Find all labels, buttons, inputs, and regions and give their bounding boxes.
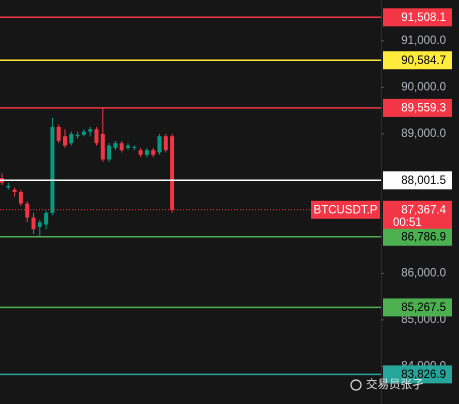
- level-label: 90,584.7: [401, 55, 446, 67]
- level-label: 86,786.9: [401, 231, 446, 243]
- level-label: 83,826.9: [401, 369, 446, 381]
- candle-body: [12, 189, 17, 193]
- y-tick-label: 91,000.0: [401, 35, 446, 47]
- candle-body: [18, 192, 23, 204]
- candle-body: [50, 126, 55, 213]
- candle-body: [119, 143, 124, 151]
- candle-body: [100, 133, 105, 160]
- y-tick-label: 85,000.0: [401, 314, 446, 326]
- candle-body: [132, 146, 137, 148]
- candle-body: [75, 134, 80, 137]
- candle-body: [31, 217, 36, 230]
- y-tick-label: 90,000.0: [401, 81, 446, 93]
- current-price-box: [383, 200, 452, 229]
- candle-body: [163, 136, 168, 151]
- candle-body: [151, 150, 156, 155]
- symbol-box: [311, 200, 380, 219]
- candle-body: [170, 136, 175, 210]
- candle-body: [63, 136, 67, 146]
- y-tick-label: 86,000.0: [401, 267, 446, 279]
- level-label-box: [383, 98, 452, 117]
- symbol-label: BTCUSDT.P: [314, 204, 378, 216]
- watermark: 交易员张孑: [366, 377, 424, 391]
- candle-body: [144, 150, 149, 155]
- level-label: 89,559.3: [401, 102, 446, 114]
- y-tick-label: 89,000.0: [401, 128, 446, 140]
- candle-body: [44, 212, 49, 225]
- candle-body: [94, 129, 99, 144]
- level-label-box: [383, 227, 452, 246]
- level-label-box: [383, 365, 452, 384]
- candle-body: [113, 143, 118, 148]
- candle-body: [138, 150, 143, 155]
- candle-body: [107, 145, 112, 160]
- candle-body: [25, 203, 30, 218]
- level-label: 85,267.5: [401, 302, 446, 314]
- current-price-label: 87,367.4: [401, 204, 446, 216]
- level-label-box: [383, 171, 452, 190]
- candle-body: [37, 222, 42, 227]
- level-label-box: [383, 8, 452, 27]
- countdown-label: 00:51: [393, 217, 422, 229]
- candle-body: [81, 131, 86, 135]
- watermark-icon: [350, 379, 362, 391]
- candle-body: [56, 126, 61, 141]
- candle-body: [126, 145, 130, 148]
- candle-body: [6, 185, 11, 188]
- level-label: 91,508.1: [401, 12, 446, 24]
- level-label-box: [383, 298, 452, 317]
- candle-body: [157, 136, 162, 153]
- candle-body: [69, 133, 74, 144]
- level-label-box: [383, 51, 452, 70]
- candle-body: [88, 129, 93, 132]
- level-label: 88,001.5: [401, 175, 446, 187]
